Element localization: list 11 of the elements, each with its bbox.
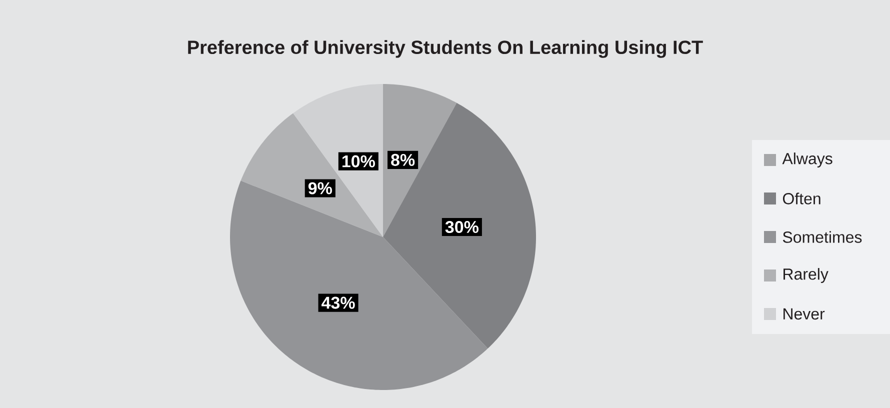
data-label: 30% <box>445 220 478 234</box>
legend-label: Often <box>782 192 820 204</box>
data-label: 9% <box>308 182 332 194</box>
legend-label: Always <box>782 152 832 168</box>
data-label: 43% <box>322 296 355 309</box>
data-label: 10% <box>342 155 375 168</box>
chart-title: Preference of University Students On Learning Using ICT <box>188 40 703 58</box>
data-label: 8% <box>391 154 415 166</box>
legend-label: Sometimes <box>782 231 862 243</box>
legend-label: Never <box>784 308 825 320</box>
legend-label: Rarely <box>784 268 828 283</box>
